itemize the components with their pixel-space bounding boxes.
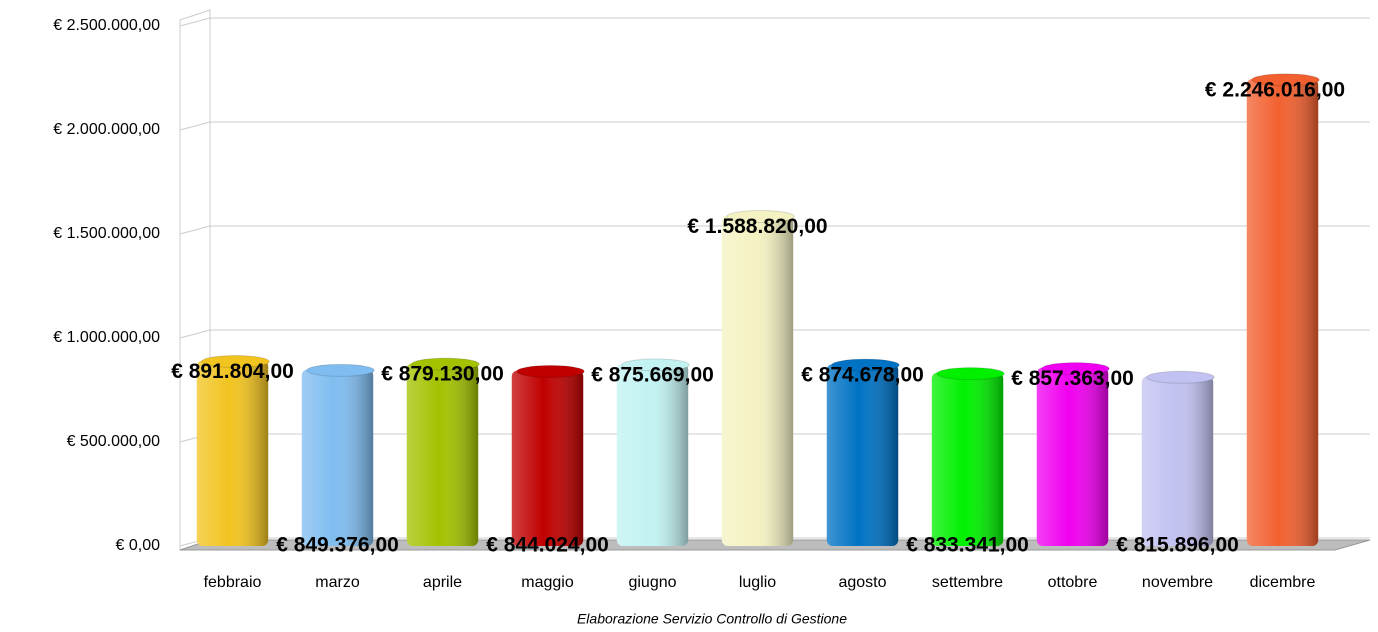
bar-shade (511, 370, 584, 546)
value-label: € 849.376,00 (276, 534, 399, 557)
value-label: € 857.363,00 (1011, 367, 1134, 390)
bar-shade (826, 364, 899, 546)
bar-shade (301, 369, 374, 546)
bar-cap (306, 363, 375, 377)
bar-shade (721, 215, 794, 546)
bar-shade (1246, 78, 1319, 546)
value-label: € 879.130,00 (381, 363, 504, 386)
value-label: € 833.341,00 (906, 534, 1029, 557)
bar-cap (726, 210, 795, 224)
bar-cap (1251, 73, 1320, 87)
x-tick-label: febbraio (204, 574, 262, 591)
bar-cap (411, 357, 480, 371)
bar-cap (936, 367, 1005, 381)
y-tick-label: € 0,00 (116, 537, 161, 554)
x-tick-label: novembre (1142, 574, 1213, 591)
tick-mark (179, 121, 211, 131)
bar-cap (201, 355, 270, 369)
x-tick-label: dicembre (1250, 574, 1316, 591)
bar-shade (1141, 376, 1214, 546)
bar-shade (196, 360, 269, 546)
value-label: € 875.669,00 (591, 363, 714, 386)
value-label: € 1.588.820,00 (687, 215, 827, 238)
bar-cap (831, 358, 900, 372)
x-tick-label: maggio (521, 574, 574, 591)
value-label: € 891.804,00 (171, 360, 294, 383)
y-tick-label: € 1.500.000,00 (53, 225, 160, 242)
bar-cap (1041, 362, 1110, 376)
y-tick-label: € 2.000.000,00 (53, 121, 160, 138)
x-tick-label: marzo (315, 574, 360, 591)
x-tick-label: aprile (423, 574, 462, 591)
x-tick-label: agosto (838, 574, 886, 591)
tick-mark (179, 225, 211, 235)
value-label: € 815.896,00 (1116, 534, 1239, 557)
bar-shade (616, 363, 689, 546)
caption: Elaborazione Servizio Controllo di Gesti… (577, 611, 847, 627)
bar-shade (1036, 367, 1109, 546)
bar-cap (1146, 370, 1215, 384)
y-tick-label: € 1.000.000,00 (53, 329, 160, 346)
x-tick-label: giugno (628, 574, 676, 591)
x-tick-label: luglio (739, 574, 776, 591)
bar-cap (621, 358, 690, 372)
bar-shade (931, 372, 1004, 546)
x-tick-label: ottobre (1048, 574, 1098, 591)
value-label: € 844.024,00 (486, 534, 609, 557)
y-tick-label: € 2.500.000,00 (53, 17, 160, 34)
tick-mark (179, 329, 211, 339)
value-label: € 2.246.016,00 (1205, 78, 1345, 101)
bar-cap (516, 364, 585, 378)
tick-mark (179, 17, 211, 27)
x-tick-label: settembre (932, 574, 1003, 591)
y-tick-label: € 500.000,00 (67, 433, 161, 450)
bar-shade (406, 363, 479, 546)
value-label: € 874.678,00 (801, 364, 924, 387)
